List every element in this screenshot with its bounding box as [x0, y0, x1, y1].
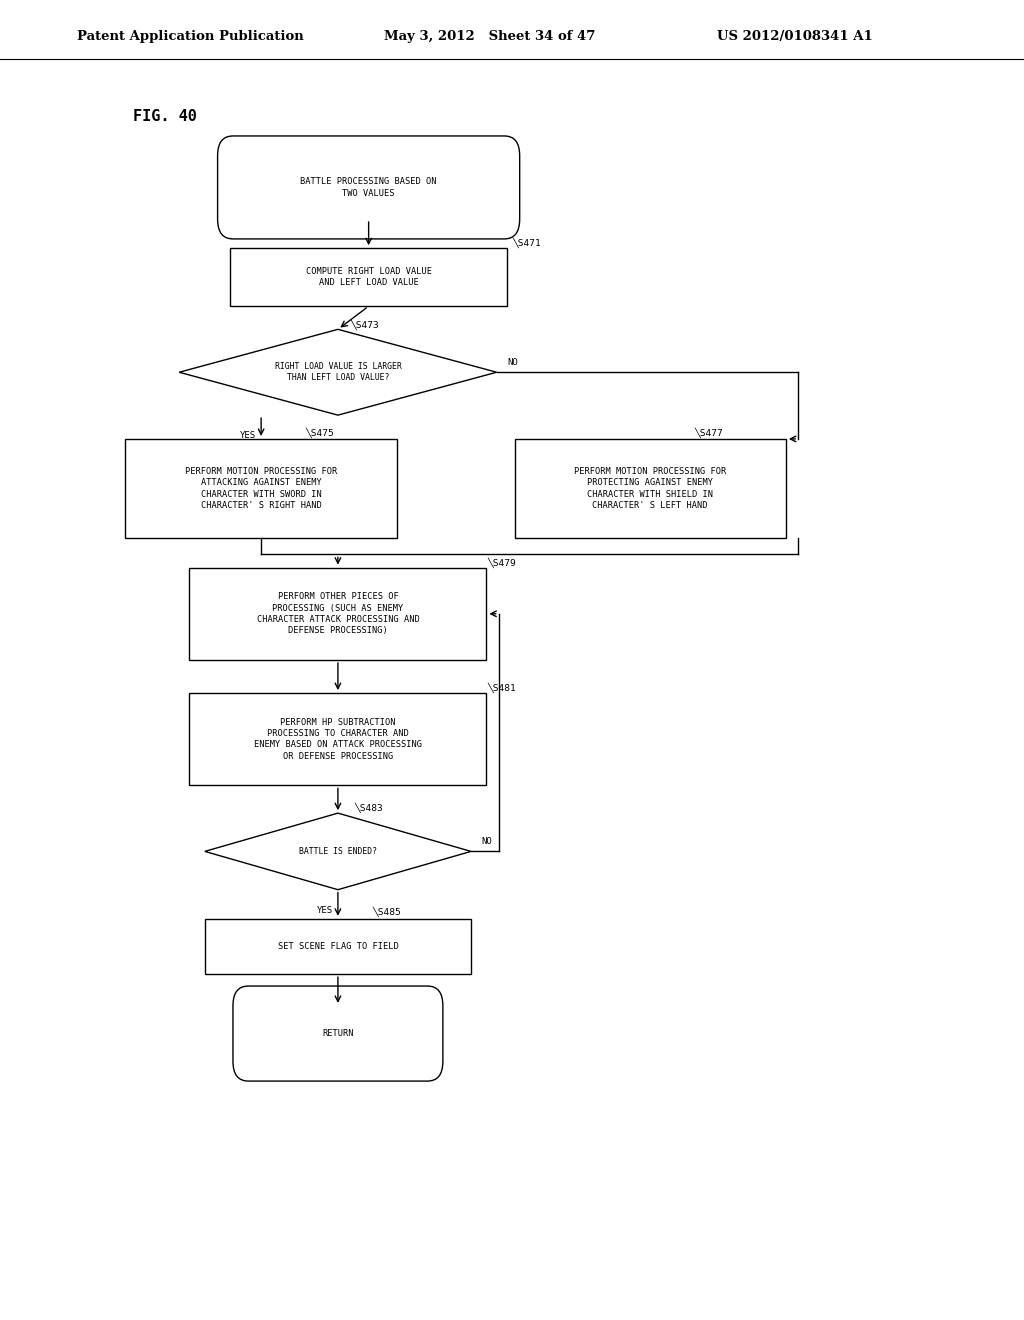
- Text: ╲S471: ╲S471: [512, 238, 541, 248]
- Text: ╲S479: ╲S479: [487, 557, 516, 568]
- Text: RIGHT LOAD VALUE IS LARGER
THAN LEFT LOAD VALUE?: RIGHT LOAD VALUE IS LARGER THAN LEFT LOA…: [274, 362, 401, 383]
- FancyBboxPatch shape: [125, 438, 397, 539]
- Text: May 3, 2012   Sheet 34 of 47: May 3, 2012 Sheet 34 of 47: [384, 30, 595, 44]
- FancyBboxPatch shape: [189, 693, 486, 785]
- Text: ╲S485: ╲S485: [373, 907, 401, 917]
- FancyBboxPatch shape: [205, 919, 471, 974]
- FancyBboxPatch shape: [217, 136, 520, 239]
- Polygon shape: [205, 813, 471, 890]
- Text: Patent Application Publication: Patent Application Publication: [77, 30, 303, 44]
- Text: FIG. 40: FIG. 40: [133, 108, 197, 124]
- Text: NO: NO: [507, 358, 517, 367]
- Text: BATTLE PROCESSING BASED ON
TWO VALUES: BATTLE PROCESSING BASED ON TWO VALUES: [300, 177, 437, 198]
- Text: PERFORM MOTION PROCESSING FOR
PROTECTING AGAINST ENEMY
CHARACTER WITH SHIELD IN
: PERFORM MOTION PROCESSING FOR PROTECTING…: [574, 467, 726, 510]
- Text: ╲S477: ╲S477: [694, 428, 723, 438]
- Text: US 2012/0108341 A1: US 2012/0108341 A1: [717, 30, 872, 44]
- FancyBboxPatch shape: [514, 438, 786, 539]
- Text: YES: YES: [240, 430, 256, 440]
- Text: YES: YES: [316, 906, 333, 915]
- Text: ╲S473: ╲S473: [350, 319, 379, 330]
- Text: SET SCENE FLAG TO FIELD: SET SCENE FLAG TO FIELD: [278, 942, 398, 950]
- Text: ╲S475: ╲S475: [305, 428, 334, 438]
- Text: ╲S481: ╲S481: [487, 682, 516, 693]
- Text: PERFORM OTHER PIECES OF
PROCESSING (SUCH AS ENEMY
CHARACTER ATTACK PROCESSING AN: PERFORM OTHER PIECES OF PROCESSING (SUCH…: [257, 593, 419, 635]
- Text: COMPUTE RIGHT LOAD VALUE
AND LEFT LOAD VALUE: COMPUTE RIGHT LOAD VALUE AND LEFT LOAD V…: [305, 267, 432, 288]
- Text: PERFORM MOTION PROCESSING FOR
ATTACKING AGAINST ENEMY
CHARACTER WITH SWORD IN
CH: PERFORM MOTION PROCESSING FOR ATTACKING …: [185, 467, 337, 510]
- Text: ╲S483: ╲S483: [354, 803, 383, 813]
- FancyBboxPatch shape: [189, 568, 486, 660]
- Polygon shape: [179, 330, 497, 414]
- Text: RETURN: RETURN: [323, 1030, 353, 1038]
- Text: BATTLE IS ENDED?: BATTLE IS ENDED?: [299, 847, 377, 855]
- FancyBboxPatch shape: [233, 986, 442, 1081]
- FancyBboxPatch shape: [230, 248, 507, 306]
- Text: PERFORM HP SUBTRACTION
PROCESSING TO CHARACTER AND
ENEMY BASED ON ATTACK PROCESS: PERFORM HP SUBTRACTION PROCESSING TO CHA…: [254, 718, 422, 760]
- Text: NO: NO: [481, 837, 492, 846]
